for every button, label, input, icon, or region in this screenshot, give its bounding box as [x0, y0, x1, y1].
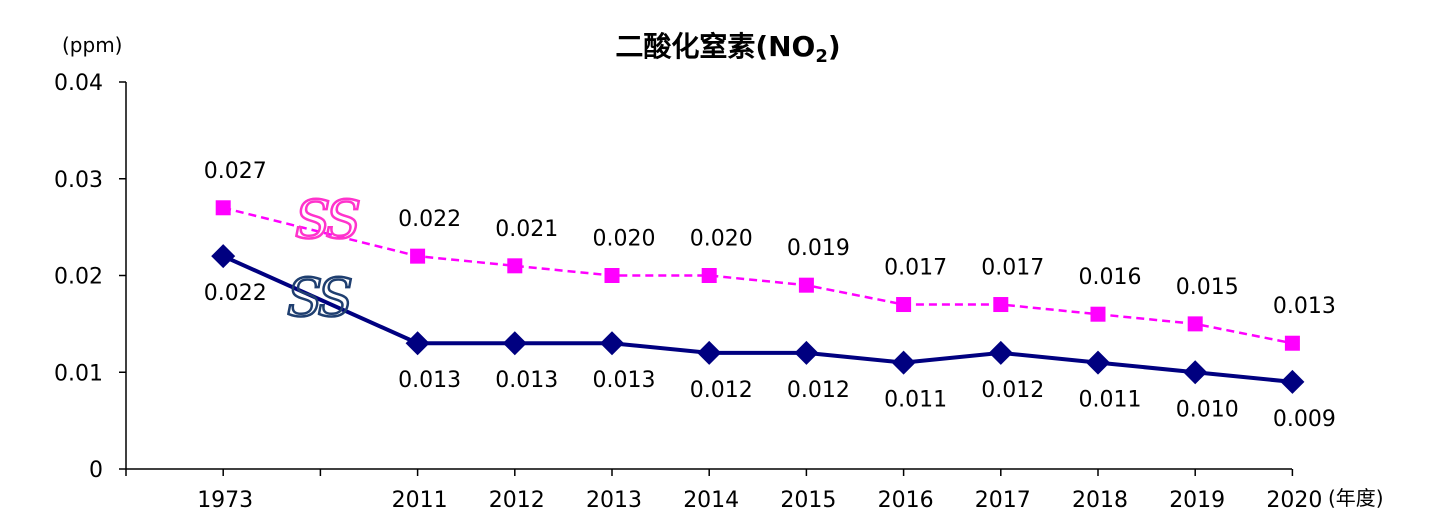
data-label: 0.022 — [398, 207, 461, 232]
x-tick-label: 2012 — [489, 488, 545, 513]
data-label: 0.027 — [204, 159, 267, 184]
data-label: 0.017 — [981, 256, 1044, 281]
axes: 0 0.01 0.02 0.03 0.04 1973 2011 2012 2013 2014 201… — [54, 71, 1322, 513]
y-tick-label: 0 — [89, 458, 103, 483]
data-point-square — [798, 277, 814, 293]
data-label: 0.016 — [1079, 265, 1142, 290]
x-tick-label: 2011 — [392, 488, 448, 513]
data-point-square — [1187, 316, 1203, 332]
data-point-diamond — [600, 331, 624, 356]
y-axis-unit: (ppm) — [62, 33, 122, 57]
x-tick-label: 2016 — [878, 488, 934, 513]
data-label: 0.017 — [884, 256, 947, 281]
data-point-square — [701, 268, 717, 283]
data-point-square — [896, 297, 912, 313]
series-1: 0.027 0.022 0.021 0.020 0.020 0.019 0.017 0.017… — [204, 159, 1336, 351]
x-tick-label: 2019 — [1169, 488, 1225, 513]
data-point-diamond — [1086, 350, 1110, 375]
chart-title-close: ) — [828, 30, 841, 63]
data-label: 0.012 — [787, 378, 850, 403]
chart-title-subscript: 2 — [815, 46, 828, 67]
series-2: 0.022 0.013 0.013 0.013 0.012 0.012 0.011 0.012… — [204, 244, 1336, 432]
data-label: 0.013 — [1273, 294, 1336, 319]
data-point-diamond — [988, 340, 1013, 365]
data-label: 0.011 — [884, 388, 947, 413]
y-tick-label: 0.04 — [54, 71, 103, 96]
data-point-square — [215, 200, 231, 216]
data-label: 0.013 — [593, 368, 656, 393]
data-label: 0.011 — [1079, 388, 1142, 413]
data-label: 0.019 — [787, 236, 850, 261]
x-tick-label: 2015 — [780, 488, 836, 513]
data-point-diamond — [794, 340, 819, 365]
x-axis-unit: (年度) — [1328, 486, 1384, 510]
data-point-diamond — [1183, 360, 1208, 385]
data-point-diamond — [502, 331, 527, 356]
data-point-square — [1284, 335, 1300, 351]
series-marker-label: SS — [295, 191, 360, 251]
data-label: 0.020 — [690, 227, 753, 252]
y-tick-label: 0.01 — [54, 361, 103, 386]
data-point-diamond — [211, 244, 236, 269]
x-tick-label: 2018 — [1072, 488, 1128, 513]
data-label: 0.013 — [495, 368, 558, 393]
data-label: 0.012 — [981, 378, 1044, 403]
x-tick-label: 2017 — [975, 488, 1031, 513]
chart-title-main: 二酸化窒素(NO — [615, 30, 815, 63]
data-point-diamond — [891, 350, 916, 375]
x-tick-label: 1973 — [197, 488, 253, 513]
data-label: 0.013 — [398, 368, 461, 393]
data-label: 0.010 — [1176, 397, 1239, 422]
data-point-square — [993, 297, 1009, 313]
data-point-square — [410, 248, 426, 264]
x-tick-label: 2014 — [683, 488, 739, 513]
data-label: 0.012 — [690, 378, 753, 403]
data-point-square — [1090, 306, 1106, 322]
data-point-square — [604, 268, 620, 283]
data-label: 0.015 — [1176, 275, 1239, 300]
x-tick-label: 2013 — [586, 488, 642, 513]
x-tick-label: 2020 — [1266, 488, 1322, 513]
y-tick-label: 0.02 — [54, 265, 103, 290]
data-label: 0.021 — [495, 217, 558, 242]
data-point-diamond — [697, 340, 722, 365]
chart-title: 二酸化窒素(NO2) — [615, 30, 840, 67]
series-layer: 0.027 0.022 0.021 0.020 0.020 0.019 0.017 0.017… — [204, 159, 1336, 432]
data-label: 0.009 — [1273, 407, 1336, 432]
y-tick-label: 0.03 — [54, 168, 103, 193]
data-label: 0.022 — [204, 281, 267, 306]
data-point-diamond — [405, 331, 430, 356]
series-marker-label: SS — [287, 269, 352, 329]
data-point-diamond — [1280, 369, 1305, 394]
data-label: 0.020 — [593, 227, 656, 252]
data-point-square — [507, 258, 523, 274]
